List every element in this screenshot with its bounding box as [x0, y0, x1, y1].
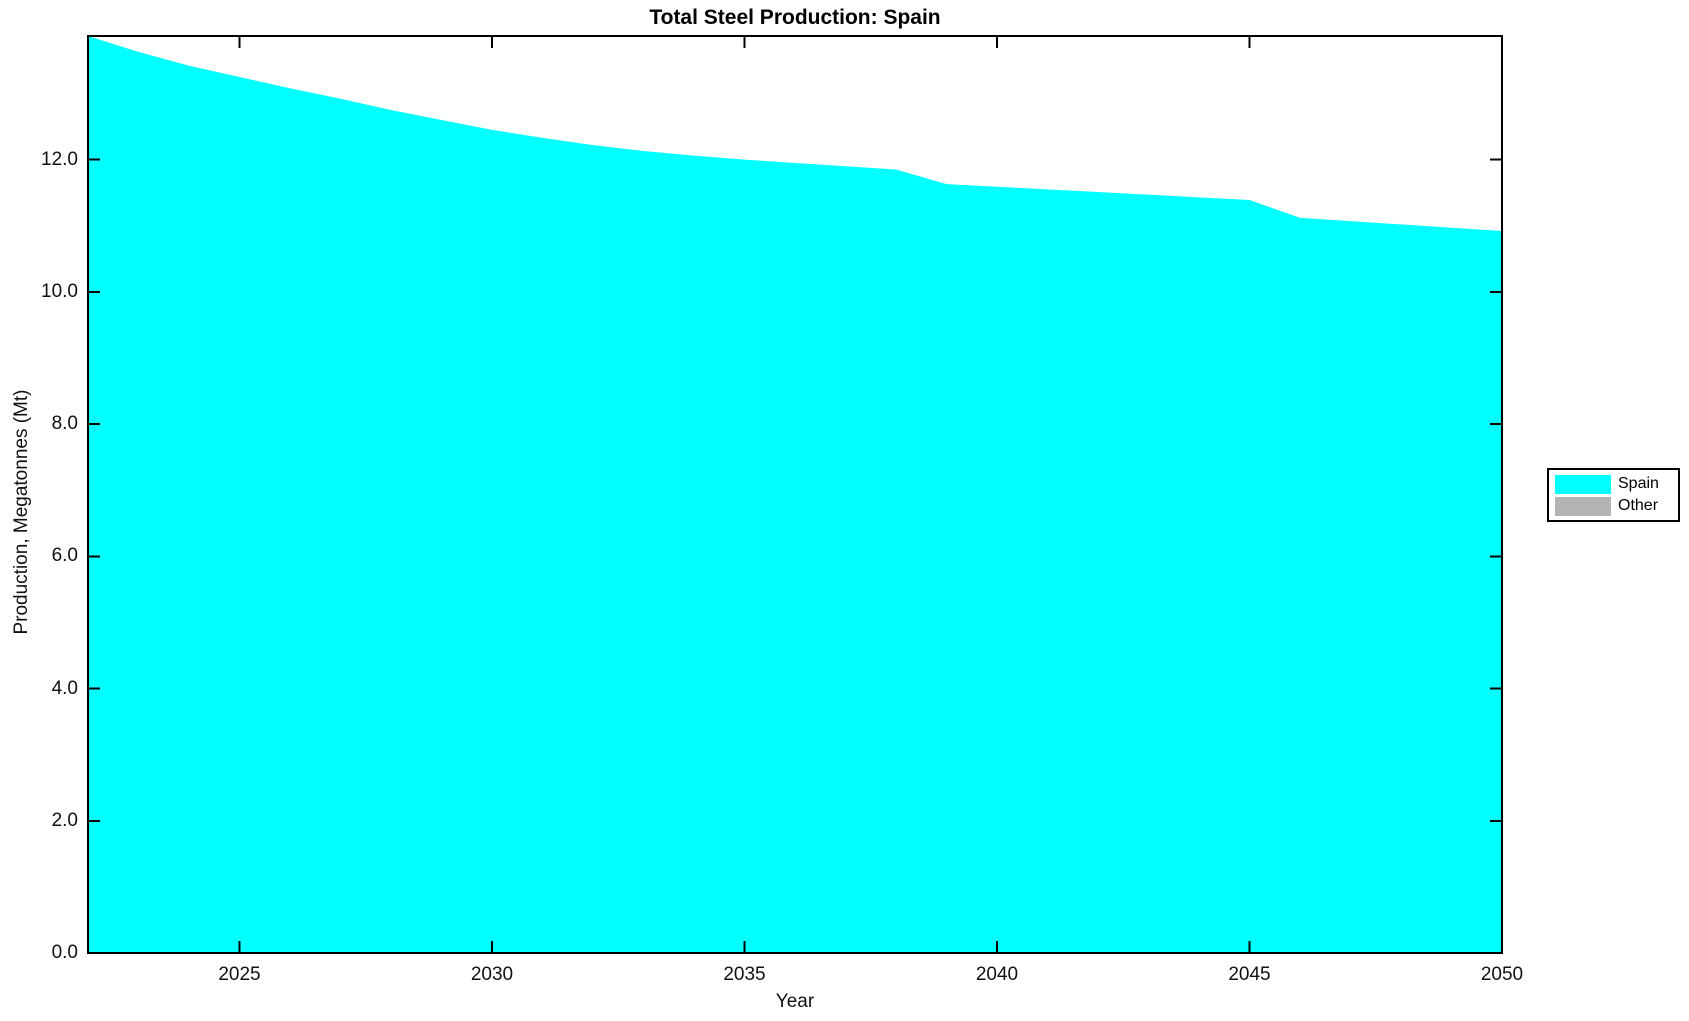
y-tick-label: 8.0	[51, 413, 78, 435]
legend: Spain Other	[1547, 468, 1680, 522]
y-tick-label: 4.0	[51, 677, 78, 699]
y-tick-label: 12.0	[41, 148, 78, 170]
plot-border	[87, 35, 1503, 954]
y-tick-label: 0.0	[51, 942, 78, 963]
legend-entry-other: Other	[1555, 496, 1672, 516]
legend-entry-spain: Spain	[1555, 474, 1672, 494]
y-axis-label: Production, Megatonnes (Mt)	[11, 389, 32, 635]
y-tick-label: 10.0	[41, 280, 78, 302]
x-tick-label: 2035	[723, 964, 766, 985]
y-tick-label: 6.0	[51, 545, 78, 567]
legend-label-other: Other	[1618, 497, 1659, 514]
x-tick-label: 2050	[1480, 964, 1524, 985]
x-axis-label: Year	[775, 991, 815, 1012]
legend-label-spain: Spain	[1618, 475, 1659, 492]
legend-swatch-other	[1555, 496, 1611, 516]
x-tick-label: 2045	[1228, 964, 1271, 985]
area-series-layer	[88, 36, 1502, 953]
area-series-spain	[88, 36, 1502, 953]
x-tick-label: 2030	[470, 964, 514, 985]
x-tick-label: 2025	[218, 964, 261, 985]
x-tick-label: 2040	[975, 964, 1019, 985]
legend-swatch-spain	[1555, 474, 1611, 494]
chart-title: Total Steel Production: Spain	[649, 6, 941, 29]
y-tick-label: 2.0	[51, 809, 78, 831]
